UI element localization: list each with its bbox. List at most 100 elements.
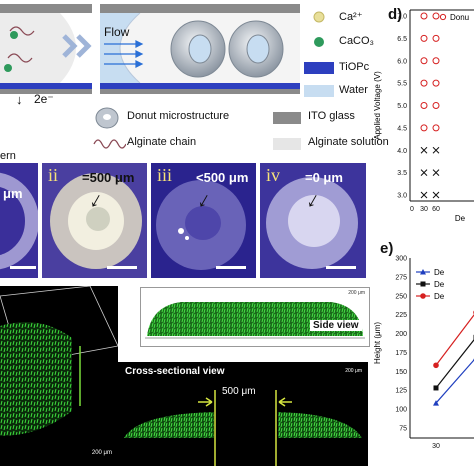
cross-section-title: Cross-sectional view	[125, 366, 225, 377]
data-point-circle	[432, 124, 440, 132]
y-tick-label: 5.5	[397, 81, 407, 88]
legend-donut: Donut microstructure	[127, 110, 230, 122]
panel-numeral-iii: iii	[157, 165, 173, 185]
scale-bar	[326, 266, 356, 269]
y-tick-label: 200	[395, 331, 407, 338]
y-tick-label: 3.0	[397, 193, 407, 200]
legend-tiopc: TiOPc	[339, 61, 370, 73]
y-tick-label: 3.5	[397, 170, 407, 177]
x-axis-label: De	[455, 214, 466, 223]
y-tick-label: 6.0	[397, 58, 407, 65]
data-point-circle	[432, 57, 440, 65]
calcium-ion-icon	[313, 11, 325, 23]
tiopc-layer-right	[100, 83, 300, 89]
micrograph-iii: iii <500 μm ↓	[151, 163, 256, 278]
y-axis-label: Applied Voltage (V)	[373, 71, 382, 140]
y-tick-label: 175	[395, 350, 407, 357]
legend-marker	[439, 13, 447, 21]
legend-alginate-chain: Alginate chain	[127, 136, 197, 148]
legend-label: De	[434, 292, 445, 301]
scale-cross-label: 200 μm	[345, 368, 362, 374]
height-line-chart: 300 275 250 225 200 175 150 125 100 75 30 Height (μ…	[373, 256, 474, 450]
data-point-triangle	[433, 400, 439, 406]
panel-e-letter: e)	[380, 240, 394, 257]
legend-water: Water	[339, 84, 368, 96]
ito-bottom-right	[100, 89, 300, 94]
micrograph-i-note: μm	[3, 186, 23, 201]
micrograph-iv: iv =0 μm ↓	[260, 163, 366, 278]
data-point-cross	[432, 169, 440, 176]
scale-side-label: 200 μm	[348, 290, 365, 296]
data-point-circle	[432, 102, 440, 109]
tiopc-swatch	[304, 62, 334, 74]
micrograph-ii-note: =500 μm	[82, 170, 135, 185]
flow-label: Flow	[104, 25, 130, 39]
donut-microstructure-icon	[170, 20, 284, 78]
ito-top-right	[100, 4, 300, 13]
legend-ca: Ca²⁺	[339, 11, 363, 23]
voltage-scatter-chart: 7.0 6.5 6.0 5.5 5.0 4.5 4.0 3.5 3.00 30 60 Applied …	[373, 9, 474, 223]
data-point-circle	[433, 362, 439, 369]
micrograph-ii: ii =500 μm ↓	[42, 163, 147, 278]
scale-bar	[107, 266, 137, 269]
data-point-circle	[432, 34, 440, 42]
chevron-right-icon	[62, 34, 92, 58]
x-tick-label: 30	[432, 443, 440, 450]
micrograph-i: μm	[0, 163, 38, 278]
y-tick-label: 300	[395, 256, 407, 263]
data-point-cross	[432, 146, 440, 154]
legend-label: De	[434, 268, 445, 277]
water-swatch	[304, 85, 334, 97]
y-tick-label: 7.0	[397, 14, 407, 21]
legend-marker-square	[420, 281, 426, 287]
data-point-circle	[420, 79, 428, 87]
side-view-title: Side view	[310, 320, 362, 331]
donut-legend-icon	[95, 107, 119, 129]
micrograph-iii-note: <500 μm	[196, 170, 249, 185]
micrograph-iv-note: =0 μm	[305, 170, 343, 185]
x-tick-label: 30	[420, 206, 428, 213]
micrograph-row-label: ern	[0, 150, 16, 162]
legend-marker-circle	[420, 293, 426, 299]
cross-section-panel: 500 μm 200 μm	[118, 362, 368, 466]
y-axis-label: Height (μm)	[373, 322, 382, 364]
alginate-solution-swatch	[273, 138, 301, 150]
data-point-square	[433, 385, 439, 391]
series-line	[435, 314, 474, 366]
ito-top-left	[0, 4, 92, 13]
electron-arrow-icon: ↓	[16, 92, 23, 107]
legend-label: De	[434, 280, 445, 289]
legend-ito: ITO glass	[308, 110, 355, 122]
data-point-circle	[432, 12, 440, 20]
caco3-particle-icon	[314, 37, 324, 47]
x-tick-label: 0	[410, 206, 414, 213]
y-tick-label: 4.0	[397, 148, 407, 155]
data-point-cross	[420, 146, 428, 154]
legend-label: Donu	[450, 13, 469, 22]
y-tick-label: 75	[399, 426, 407, 433]
y-tick-label: 150	[395, 369, 407, 376]
y-tick-label: 250	[395, 293, 407, 300]
tiopc-layer-left	[0, 83, 92, 89]
data-point-circle	[420, 34, 428, 42]
x-tick-label: 60	[432, 206, 440, 213]
panel-numeral-iv: iv	[266, 165, 281, 185]
data-point-circle	[420, 12, 428, 20]
legend-marker-triangle	[420, 269, 426, 275]
y-tick-label: 5.0	[397, 103, 407, 110]
scale-bar	[216, 266, 246, 269]
alginate-chain-icon	[93, 139, 126, 149]
y-tick-label: 225	[395, 312, 407, 319]
data-point-circle	[420, 57, 428, 65]
y-tick-label: 275	[395, 274, 407, 281]
series-line	[435, 359, 474, 404]
y-tick-label: 125	[395, 388, 407, 395]
panel-numeral-ii: ii	[48, 165, 59, 185]
ito-bottom-left	[0, 89, 92, 94]
panel-d-letter: d)	[388, 6, 403, 23]
legend-alginate-solution: Alginate solution	[308, 136, 389, 148]
flow-arrows-icon	[104, 40, 144, 68]
gap-label: 500 μm	[222, 386, 256, 397]
data-point-circle	[432, 79, 440, 87]
data-point-circle	[420, 124, 428, 132]
